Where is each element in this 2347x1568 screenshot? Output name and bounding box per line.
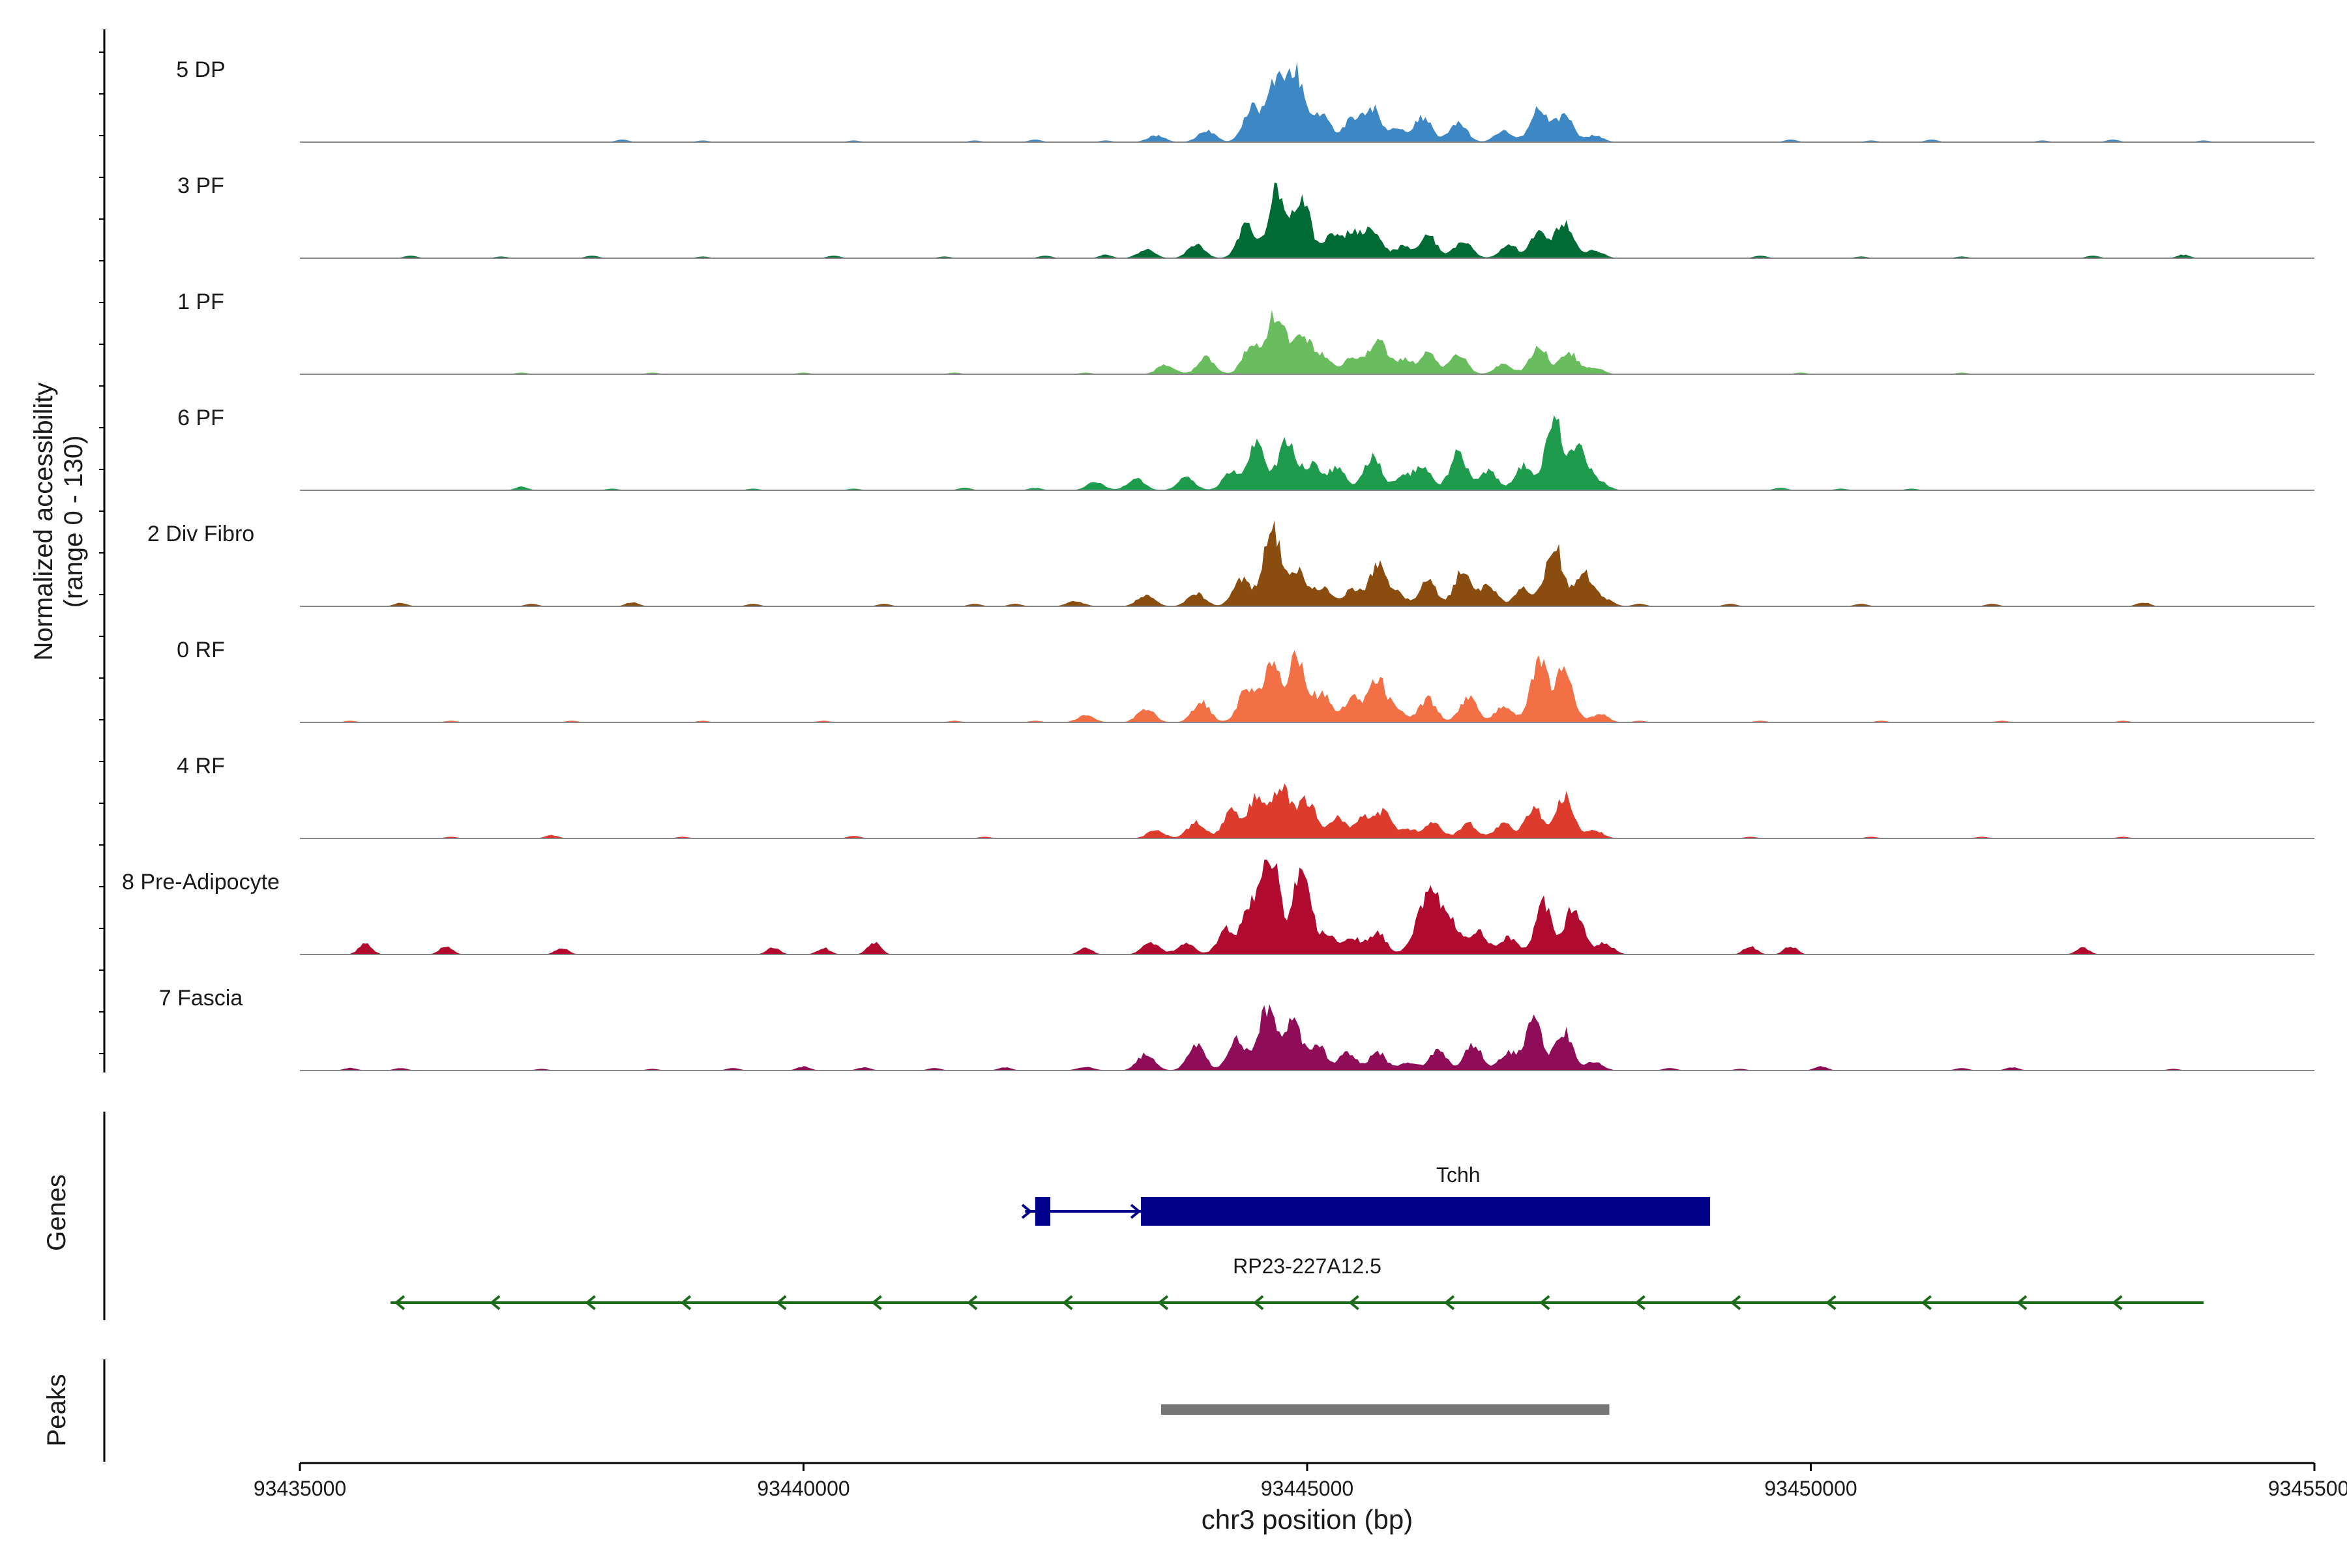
track-label-5: 2 Div Fibro <box>147 522 254 546</box>
left-axes <box>99 29 106 1462</box>
track-9: 7 Fascia <box>159 986 2314 1071</box>
gene-annotation-track: Tchh RP23-227A12.5 <box>391 1163 2204 1310</box>
strand-arrow <box>585 1295 596 1310</box>
strand-arrow <box>1253 1295 1264 1310</box>
x-tick-label-0: 93435000 <box>254 1477 346 1500</box>
coverage-area-9 <box>300 1004 2314 1071</box>
strand-arrow <box>1348 1295 1359 1310</box>
track-label-3: 1 PF <box>177 289 224 314</box>
strand-arrow <box>680 1295 692 1310</box>
coverage-area-2 <box>300 183 2314 258</box>
gene-exon <box>1035 1197 1051 1226</box>
coverage-area-8 <box>300 859 2314 954</box>
accessibility-tracks: 5 DP 3 PF 1 PF 6 PF 2 Div Fibro 0 RF 4 RF 8 Pre… <box>122 57 2314 1071</box>
gene-exon <box>1141 1197 1710 1226</box>
track-label-7: 4 RF <box>177 754 225 778</box>
track-1: 5 DP <box>176 57 2314 143</box>
strand-arrow <box>776 1295 787 1310</box>
strand-arrow <box>1825 1295 1837 1310</box>
x-tick-label-1: 93440000 <box>757 1477 849 1500</box>
strand-arrow <box>1539 1295 1550 1310</box>
strand-arrow <box>394 1295 406 1310</box>
coverage-area-4 <box>300 415 2314 490</box>
strand-arrow <box>871 1295 882 1310</box>
strand-arrow <box>1021 1204 1033 1219</box>
strand-arrow <box>1157 1295 1169 1310</box>
genes-panel-label: Genes <box>42 1174 71 1251</box>
track-5: 2 Div Fibro <box>147 520 2314 607</box>
x-tick-label-2: 93445000 <box>1261 1477 1353 1500</box>
x-tick-label-3: 93450000 <box>1764 1477 1857 1500</box>
x-tick-label-4: 93455000 <box>2268 1477 2347 1500</box>
track-2: 3 PF <box>177 173 2314 259</box>
track-6: 0 RF <box>177 638 2314 723</box>
track-label-2: 3 PF <box>177 173 224 198</box>
x-axis-title: chr3 position (bp) <box>1202 1504 1413 1535</box>
strand-arrow <box>1443 1295 1455 1310</box>
y-axis-label-line2: (range 0 - 130) <box>59 436 88 608</box>
coverage-area-3 <box>300 310 2314 374</box>
strand-arrow <box>1730 1295 1741 1310</box>
coverage-area-6 <box>300 650 2314 722</box>
gene-1: RP23-227A12.5 <box>391 1254 2204 1310</box>
coverage-area-5 <box>300 520 2314 606</box>
track-label-1: 5 DP <box>176 57 226 82</box>
y-axis-label: Normalized accessibility (range 0 - 130) <box>29 383 88 661</box>
x-axis: 93435000 93440000 93445000 93450000 93455000 <box>254 1462 2347 1500</box>
gene-name-1: RP23-227A12.5 <box>1233 1254 1381 1278</box>
track-7: 4 RF <box>177 754 2314 839</box>
strand-arrow <box>966 1295 978 1310</box>
strand-arrow <box>1921 1295 1932 1310</box>
peak-track <box>1160 1404 1610 1415</box>
track-label-8: 8 Pre-Adipocyte <box>122 870 280 895</box>
strand-arrow <box>490 1295 501 1310</box>
track-8: 8 Pre-Adipocyte <box>122 859 2314 955</box>
coverage-area-7 <box>300 783 2314 838</box>
strand-arrow <box>1634 1295 1646 1310</box>
strand-arrow <box>1062 1295 1073 1310</box>
peak-region-1 <box>1160 1404 1610 1415</box>
y-axis-label-line1: Normalized accessibility <box>29 383 58 661</box>
track-label-4: 6 PF <box>177 406 224 430</box>
strand-arrow <box>1130 1204 1142 1219</box>
track-3: 1 PF <box>177 289 2314 375</box>
gene-0: Tchh <box>1021 1163 1710 1226</box>
strand-arrow <box>2112 1295 2123 1310</box>
peaks-panel-label: Peaks <box>42 1374 71 1446</box>
track-label-9: 7 Fascia <box>159 986 243 1011</box>
track-label-6: 0 RF <box>177 638 225 662</box>
gene-name-0: Tchh <box>1436 1163 1481 1187</box>
coverage-area-1 <box>300 61 2314 142</box>
strand-arrow <box>2016 1295 2028 1310</box>
track-4: 6 PF <box>177 406 2314 491</box>
